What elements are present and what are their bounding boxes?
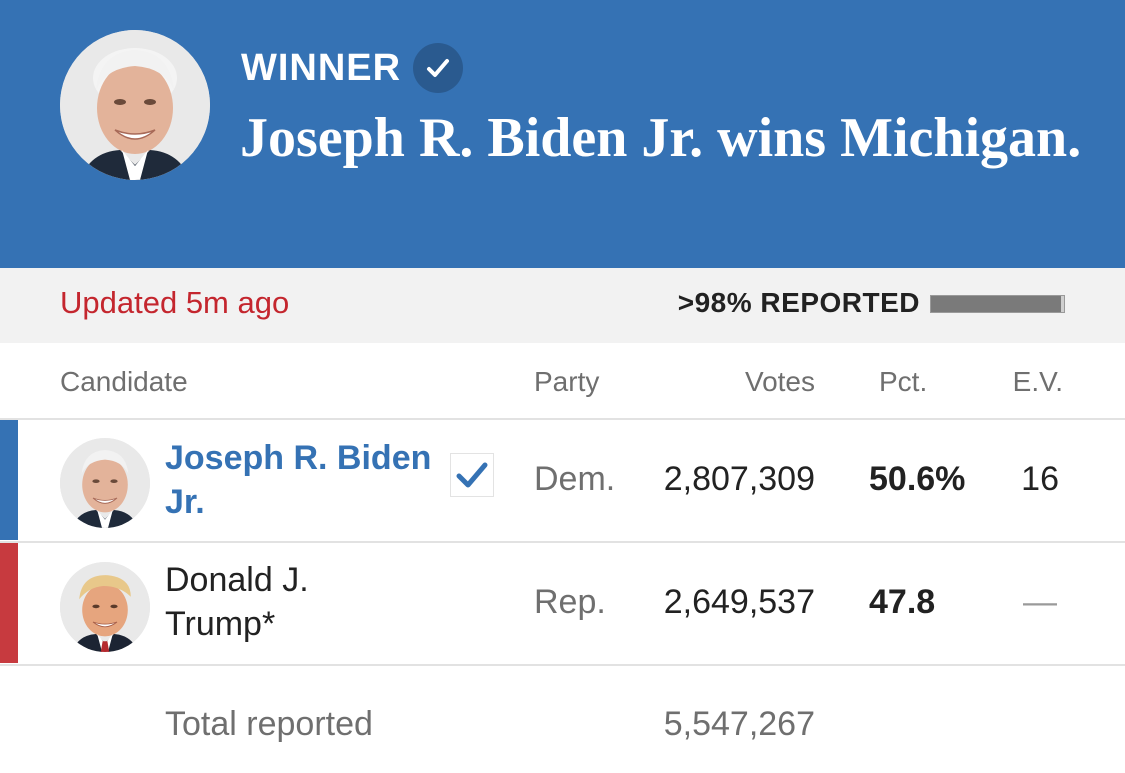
column-pct: Pct. — [879, 366, 928, 397]
votes-biden: 2,807,309 — [663, 460, 815, 498]
candidate-name-biden: Joseph R. Biden Jr. — [165, 436, 445, 524]
trump-avatar-small — [60, 562, 150, 652]
candidate-name-line: Joseph R. Biden — [165, 439, 432, 477]
winner-label: WINNER — [241, 46, 402, 89]
updated-timestamp: Updated 5m ago — [60, 285, 290, 320]
candidate-name-trump: Donald J. Trump* — [165, 558, 445, 646]
votes-trump: 2,649,537 — [663, 583, 815, 621]
winner-checkmark-icon — [450, 453, 494, 497]
column-party: Party — [534, 366, 600, 397]
column-votes: Votes — [744, 366, 815, 397]
row-divider — [0, 541, 1125, 543]
biden-avatar-small — [60, 438, 150, 528]
party-dem: Dem. — [534, 460, 616, 498]
reporting-progress-bar — [930, 295, 1065, 313]
pct-trump: 47.8 — [869, 583, 936, 621]
winner-banner: WINNER Joseph R. Biden Jr. wins Michigan… — [0, 0, 1125, 268]
reporting-progress-fill — [931, 296, 1062, 312]
row-divider — [0, 418, 1125, 420]
party-stripe-dem — [0, 420, 18, 540]
total-reported-votes: 5,547,267 — [663, 705, 815, 743]
candidate-name-line: Jr. — [165, 483, 205, 521]
ev-biden: 16 — [1021, 460, 1059, 498]
candidate-name-line: Trump* — [165, 605, 276, 643]
winner-row: WINNER — [241, 42, 464, 94]
reported-label: >98% REPORTED — [677, 287, 920, 318]
candidate-name-line: Donald J. — [165, 561, 309, 599]
pct-biden: 50.6% — [869, 460, 966, 498]
column-candidate: Candidate — [60, 366, 188, 397]
row-divider — [0, 664, 1125, 666]
column-ev: E.V. — [1012, 366, 1063, 397]
winner-check-icon — [413, 43, 464, 93]
party-rep: Rep. — [534, 583, 606, 621]
headline: Joseph R. Biden Jr. wins Michigan. — [240, 107, 1082, 169]
ev-trump: — — [1023, 583, 1057, 621]
party-stripe-rep — [0, 543, 18, 663]
biden-avatar — [60, 30, 210, 180]
total-reported-label: Total reported — [165, 705, 373, 743]
